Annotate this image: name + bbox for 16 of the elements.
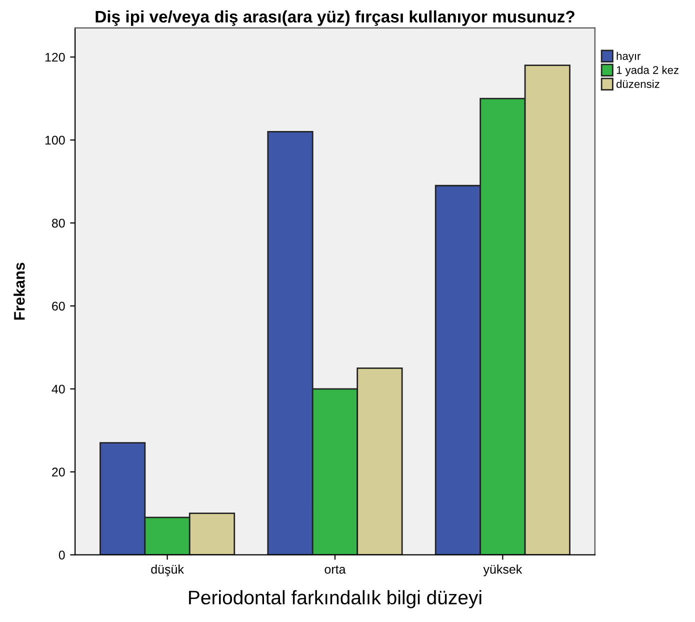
x-tick-label: orta <box>324 566 346 574</box>
y-tick-label: 80 <box>52 218 65 228</box>
y-tick-label: 120 <box>45 52 65 62</box>
y-axis-title: Frekans <box>14 262 25 320</box>
y-tick-label: 40 <box>52 384 65 394</box>
legend-label: düzensiz <box>616 80 660 88</box>
chart-title: Diş ipi ve/veya diş arası(ara yüz) fırçası kullanıyor musunuz? <box>96 10 574 26</box>
y-tick-label: 0 <box>58 550 65 560</box>
y-tick-label: 20 <box>52 468 65 477</box>
y-tick-label: 100 <box>45 136 65 145</box>
y-tick-label: 60 <box>52 302 65 311</box>
x-axis-title: Periodontal farkındalık bilgi düzeyi <box>189 590 482 608</box>
x-tick-label: yüksek <box>483 564 522 576</box>
x-tick-label: düşük <box>151 564 184 576</box>
legend-label: hayır <box>616 52 641 62</box>
legend-label: 1 yada 2 kez <box>616 66 678 76</box>
